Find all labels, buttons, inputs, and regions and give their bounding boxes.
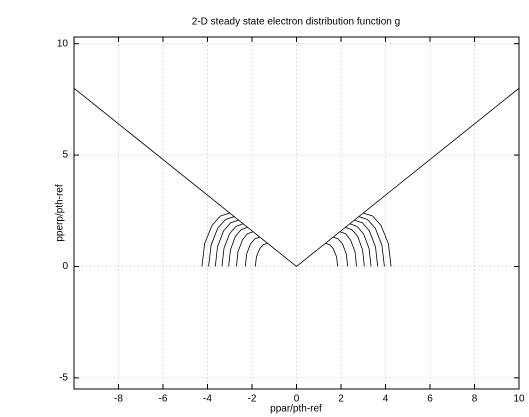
contour-line [214, 219, 239, 267]
plot-frame [73, 36, 520, 390]
x-tick-label: 4 [383, 394, 389, 405]
x-axis-label: ppar/pth-ref [270, 404, 322, 415]
x-tick-label: 2 [338, 394, 344, 405]
contour-line [354, 219, 379, 267]
x-tick-label: 10 [513, 394, 525, 405]
contour-line [325, 242, 339, 267]
x-tick-label: -8 [114, 394, 123, 405]
x-tick-label: 6 [427, 394, 433, 405]
chart-title: 2-D steady state electron distribution f… [192, 17, 400, 28]
contour-line [208, 216, 235, 267]
contour-line [349, 223, 372, 267]
y-tick-label: -5 [59, 373, 68, 384]
contour-line [221, 223, 244, 267]
y-tick-label: 10 [57, 38, 69, 49]
x-tick-label: 0 [294, 394, 300, 405]
y-tick-label: 5 [62, 150, 68, 161]
contour-line [244, 236, 260, 267]
y-axis-label: pperp/pth-ref [55, 184, 66, 241]
x-tick-label: -2 [248, 394, 257, 405]
contour-line [339, 231, 357, 267]
contour-line [363, 212, 392, 267]
contour-line [74, 87, 519, 267]
y-tick-label: 0 [62, 261, 68, 272]
x-tick-label: 8 [472, 394, 478, 405]
contour-line [254, 242, 268, 267]
contour-line [228, 226, 248, 267]
x-tick-label: -4 [203, 394, 212, 405]
x-tick-label: -6 [159, 394, 168, 405]
contour-line [201, 212, 230, 267]
contour-line [236, 231, 254, 267]
contour-line [358, 216, 385, 267]
contour-line [345, 226, 365, 267]
contour-line [333, 236, 349, 267]
